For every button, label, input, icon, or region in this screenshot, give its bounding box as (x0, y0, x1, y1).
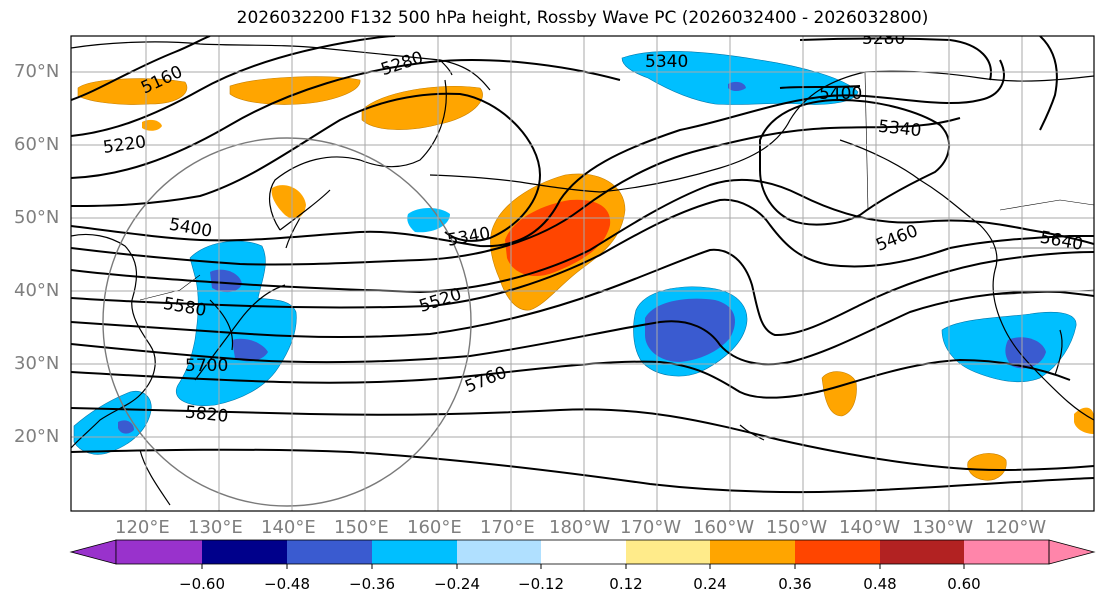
colorbar-bin (372, 540, 457, 564)
contour-label: 5820 (184, 402, 229, 426)
colorbar-bin (541, 540, 626, 564)
lat-label: 50°N (14, 207, 60, 228)
map-title: 2026032200 F132 500 hPa height, Rossby W… (236, 8, 929, 28)
coastlines (71, 41, 1094, 506)
colorbar-tick-label: −0.60 (179, 575, 225, 593)
lon-label: 120°W (985, 517, 1047, 538)
lon-label: 180°W (549, 517, 611, 538)
colorbar-bin (795, 540, 880, 564)
colorbar-bin (626, 540, 710, 564)
colorbar-tick-label: 0.36 (778, 575, 812, 593)
lat-label: 30°N (14, 353, 60, 374)
colorbar-tick-label: −0.24 (434, 575, 480, 593)
lat-label: 20°N (14, 426, 60, 447)
contour-label: 5640 (1038, 228, 1084, 255)
colorbar-bin (964, 540, 1049, 564)
contour-label: 5280 (862, 29, 905, 49)
lat-label: 60°N (14, 134, 60, 155)
lon-label: 170°W (620, 517, 682, 538)
contour-label: 5400 (819, 84, 862, 104)
map-frame (70, 35, 1095, 512)
lon-label: 130°W (912, 517, 974, 538)
contour-label: 5340 (877, 117, 922, 141)
contour-label: 5760 (462, 363, 510, 398)
lon-label: 140°W (839, 517, 901, 538)
colorbar-bin (880, 540, 964, 564)
colorbar-tick-label: −0.48 (264, 575, 310, 593)
lat-label: 40°N (14, 280, 60, 301)
colorbar-tick-label: 0.48 (863, 575, 897, 593)
colorbar-tick-label: 0.24 (693, 575, 727, 593)
contour-label: 5700 (185, 356, 228, 376)
lon-label: 150°E (334, 517, 389, 538)
lon-label: 160°E (407, 517, 462, 538)
wave-packet-circle (102, 137, 472, 507)
contour-label: 5340 (645, 52, 688, 72)
lon-label: 130°E (188, 517, 243, 538)
lon-label: 160°W (693, 517, 755, 538)
lon-label: 120°E (115, 517, 170, 538)
contour-label: 5220 (102, 132, 148, 158)
colorbar-bin (457, 540, 541, 564)
colorbar-tick-label: 0.12 (609, 575, 643, 593)
lon-label: 140°E (261, 517, 316, 538)
colorbar-extend-right (1048, 539, 1096, 565)
lat-label: 70°N (14, 61, 60, 82)
height-contours (71, 36, 1094, 493)
colorbar-tick-label: −0.12 (518, 575, 564, 593)
contour-label: 5520 (417, 284, 464, 316)
lat-lon-grid (71, 36, 1094, 511)
colorbar-bin (202, 540, 287, 564)
colorbar-bin (116, 540, 202, 564)
lon-label: 150°W (766, 517, 828, 538)
lon-label: 170°E (480, 517, 535, 538)
colorbar (69, 539, 1096, 569)
contour-label: 5460 (873, 221, 921, 256)
contour-label: 5280 (378, 48, 425, 80)
colorbar-bin (287, 540, 372, 564)
colorbar-extend-left (69, 539, 117, 565)
colorbar-tick-label: 0.60 (947, 575, 981, 593)
colorbar-tick-label: −0.36 (349, 575, 395, 593)
colorbar-bin (710, 540, 795, 564)
